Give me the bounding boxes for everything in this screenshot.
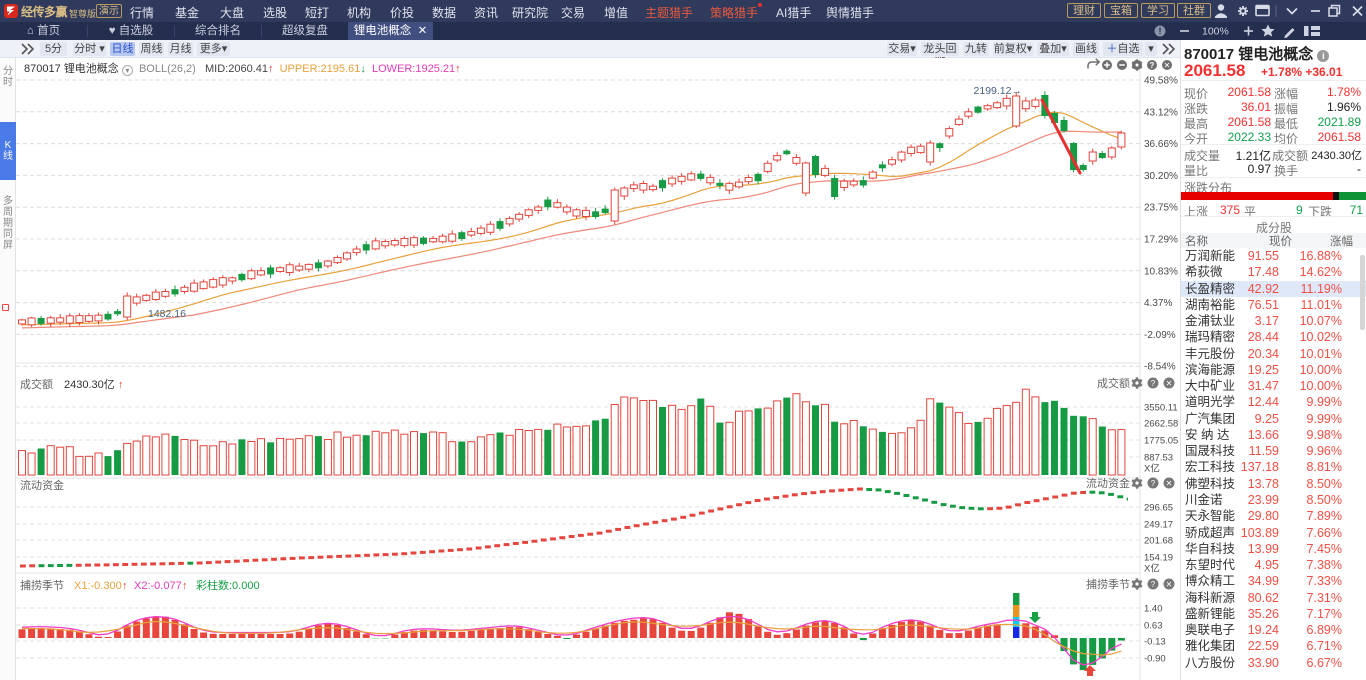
svg-text:捕捞季节: 捕捞季节 xyxy=(20,578,64,592)
svg-text:17.29%: 17.29% xyxy=(1144,235,1178,246)
svg-text:1482.16: 1482.16 xyxy=(148,308,186,320)
svg-text:887.53: 887.53 xyxy=(1144,453,1173,464)
svg-text:流动资金: 流动资金 xyxy=(1086,476,1130,490)
svg-text:4.37%: 4.37% xyxy=(1144,298,1172,309)
svg-text:0.63: 0.63 xyxy=(1144,621,1163,632)
svg-text:X2:-0.077: X2:-0.077 xyxy=(134,580,182,592)
svg-text:成交额: 成交额 xyxy=(20,377,53,391)
svg-text:-0.90: -0.90 xyxy=(1144,654,1166,665)
svg-text:43.12%: 43.12% xyxy=(1144,107,1178,118)
svg-text:-2.09%: -2.09% xyxy=(1144,330,1176,341)
svg-text:296.65: 296.65 xyxy=(1144,503,1173,514)
svg-text:✕: ✕ xyxy=(1166,580,1173,589)
svg-text:1775.05: 1775.05 xyxy=(1144,436,1178,447)
svg-text:!: ! xyxy=(1159,26,1162,36)
svg-text:10.83%: 10.83% xyxy=(1144,266,1178,277)
svg-text:?: ? xyxy=(1150,61,1155,70)
svg-text:49.58%: 49.58% xyxy=(1144,76,1178,87)
svg-text:X亿: X亿 xyxy=(1144,463,1160,475)
svg-text:-8.54%: -8.54% xyxy=(1144,362,1176,373)
svg-text:✕: ✕ xyxy=(1166,379,1173,388)
svg-text:↑: ↑ xyxy=(118,379,124,391)
svg-text:↑: ↑ xyxy=(122,580,128,592)
svg-text:X1:-0.300: X1:-0.300 xyxy=(74,580,122,592)
svg-text:30.20%: 30.20% xyxy=(1144,171,1178,182)
svg-text:✕: ✕ xyxy=(1164,61,1171,70)
svg-text:3550.11: 3550.11 xyxy=(1144,403,1178,414)
svg-text:154.19: 154.19 xyxy=(1144,553,1173,564)
svg-text:↑: ↑ xyxy=(182,580,188,592)
svg-text:-0.13: -0.13 xyxy=(1144,637,1166,648)
svg-text:X亿: X亿 xyxy=(1144,563,1160,575)
svg-text:成交额: 成交额 xyxy=(1097,376,1130,390)
svg-text:249.17: 249.17 xyxy=(1144,520,1173,531)
svg-text:23.75%: 23.75% xyxy=(1144,203,1178,214)
svg-text:1.40: 1.40 xyxy=(1144,604,1163,615)
svg-text:100%: 100% xyxy=(1202,26,1229,38)
svg-text:彩柱数:0.000: 彩柱数:0.000 xyxy=(196,578,260,592)
svg-text:2662.58: 2662.58 xyxy=(1144,419,1178,430)
svg-text:流动资金: 流动资金 xyxy=(20,478,64,492)
svg-text:✕: ✕ xyxy=(1166,479,1173,488)
svg-text:36.66%: 36.66% xyxy=(1144,139,1178,150)
svg-text:捕捞季节: 捕捞季节 xyxy=(1086,577,1130,591)
svg-text:?: ? xyxy=(1151,479,1156,488)
svg-text:?: ? xyxy=(1151,580,1156,589)
svg-text:2199.12→: 2199.12→ xyxy=(974,85,1022,97)
svg-text:201.68: 201.68 xyxy=(1144,536,1173,547)
svg-text:2430.30亿: 2430.30亿 xyxy=(64,378,115,391)
svg-text:?: ? xyxy=(1151,379,1156,388)
